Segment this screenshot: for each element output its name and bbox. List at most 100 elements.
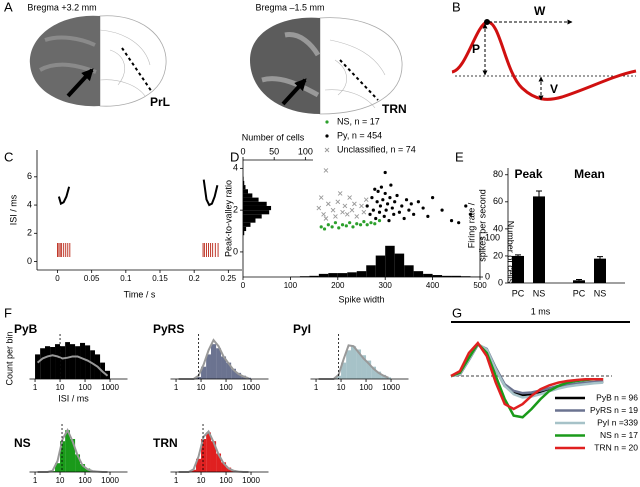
point	[337, 191, 343, 196]
histogram-bar	[55, 344, 61, 379]
x-tick-label: NS	[533, 288, 546, 298]
histogram-bar	[246, 377, 252, 379]
point	[373, 187, 377, 191]
point	[468, 212, 473, 216]
histogram-bar	[381, 374, 387, 379]
x-tick-label: 1000	[382, 383, 400, 392]
point	[322, 227, 327, 231]
x-axis-label: ISI / ms	[58, 393, 89, 403]
histogram-bar	[350, 346, 357, 379]
point	[404, 198, 409, 202]
x-tick-label: 0	[241, 281, 246, 290]
histogram-bar	[196, 458, 202, 472]
panel-letter: C	[4, 149, 13, 164]
histogram-bar	[328, 273, 338, 277]
point	[363, 197, 369, 203]
point	[449, 218, 454, 223]
x-tick-label: 1000	[242, 383, 260, 392]
fit-curve	[36, 354, 109, 377]
histogram-bar	[90, 350, 95, 379]
point	[395, 193, 399, 198]
valley-label: V	[550, 82, 558, 96]
x-tick-label: 300	[379, 281, 393, 290]
y-tick-label: 60	[493, 196, 503, 206]
point	[400, 204, 404, 208]
histogram-bar	[361, 355, 367, 379]
x-tick-label: 1	[174, 383, 179, 392]
point	[342, 203, 348, 209]
x-tick-label: 1	[33, 476, 38, 485]
point	[383, 191, 387, 196]
panel-title: PyRS	[153, 322, 184, 336]
x-tick-label: 100	[359, 383, 373, 392]
top-axis-label: Number of cells	[242, 132, 305, 142]
panel-letter: B	[452, 0, 461, 14]
point	[348, 221, 352, 225]
histogram-bar	[243, 214, 262, 219]
point	[389, 183, 393, 187]
brain-section-right	[250, 17, 403, 115]
x-tick-label: 100	[78, 383, 92, 392]
panel-title: PyI	[293, 322, 311, 336]
histogram-bar	[336, 375, 342, 379]
point	[354, 214, 360, 219]
fit-curve	[37, 427, 108, 473]
bar	[533, 196, 545, 283]
histogram-bar	[69, 344, 76, 379]
point	[361, 209, 367, 215]
point	[376, 189, 380, 193]
histogram-bar	[243, 201, 267, 206]
point	[431, 196, 435, 200]
error-bar	[597, 256, 603, 261]
point	[375, 200, 379, 204]
histogram-bar	[44, 346, 51, 379]
x-tick-label: 0	[55, 274, 60, 283]
point	[337, 226, 341, 230]
point	[421, 206, 425, 210]
y-tick-label: 20	[493, 250, 503, 260]
histogram-bar	[65, 342, 70, 379]
y-tick-label: 0	[233, 246, 238, 256]
histogram-bar	[299, 276, 310, 277]
point	[355, 222, 359, 226]
histogram-bar	[243, 222, 251, 227]
y-tick-label: 2	[233, 205, 238, 215]
histogram-bar	[366, 360, 372, 379]
histogram-bar	[206, 432, 211, 472]
histogram-bar	[356, 349, 362, 379]
x-tick-label: 0.1	[120, 274, 132, 283]
y-tick-label: 80	[493, 169, 503, 179]
waveform-schematic	[451, 19, 637, 101]
histogram-bar	[356, 271, 367, 277]
point	[335, 199, 341, 205]
y-axis-label: spikes per second	[477, 189, 487, 262]
histogram-bar	[216, 453, 222, 472]
point	[416, 200, 420, 204]
histogram-bar	[60, 346, 66, 379]
isi-curve	[202, 179, 219, 207]
histogram-bar	[371, 366, 376, 379]
histogram-bar	[243, 210, 270, 215]
point	[464, 204, 468, 208]
point	[426, 214, 430, 219]
x-tick-label: 100	[284, 281, 298, 290]
x-tick-label: 1	[314, 383, 319, 392]
point	[365, 204, 369, 208]
point	[388, 196, 392, 200]
histogram-bar	[75, 346, 81, 379]
histogram-bar	[243, 193, 253, 198]
histogram-bar	[210, 441, 217, 472]
waveform	[450, 340, 604, 411]
point	[377, 218, 382, 223]
point	[318, 195, 324, 200]
panel-title: PyB	[14, 322, 38, 336]
bar	[512, 255, 524, 283]
panel-letter: D	[230, 149, 239, 164]
histogram-bar	[40, 348, 45, 379]
histogram-bar	[221, 356, 227, 379]
x-tick-label: 0.15	[152, 274, 168, 283]
scale-bar-label: 1 ms	[531, 306, 551, 316]
point	[330, 207, 336, 213]
isi-curve	[57, 186, 71, 206]
